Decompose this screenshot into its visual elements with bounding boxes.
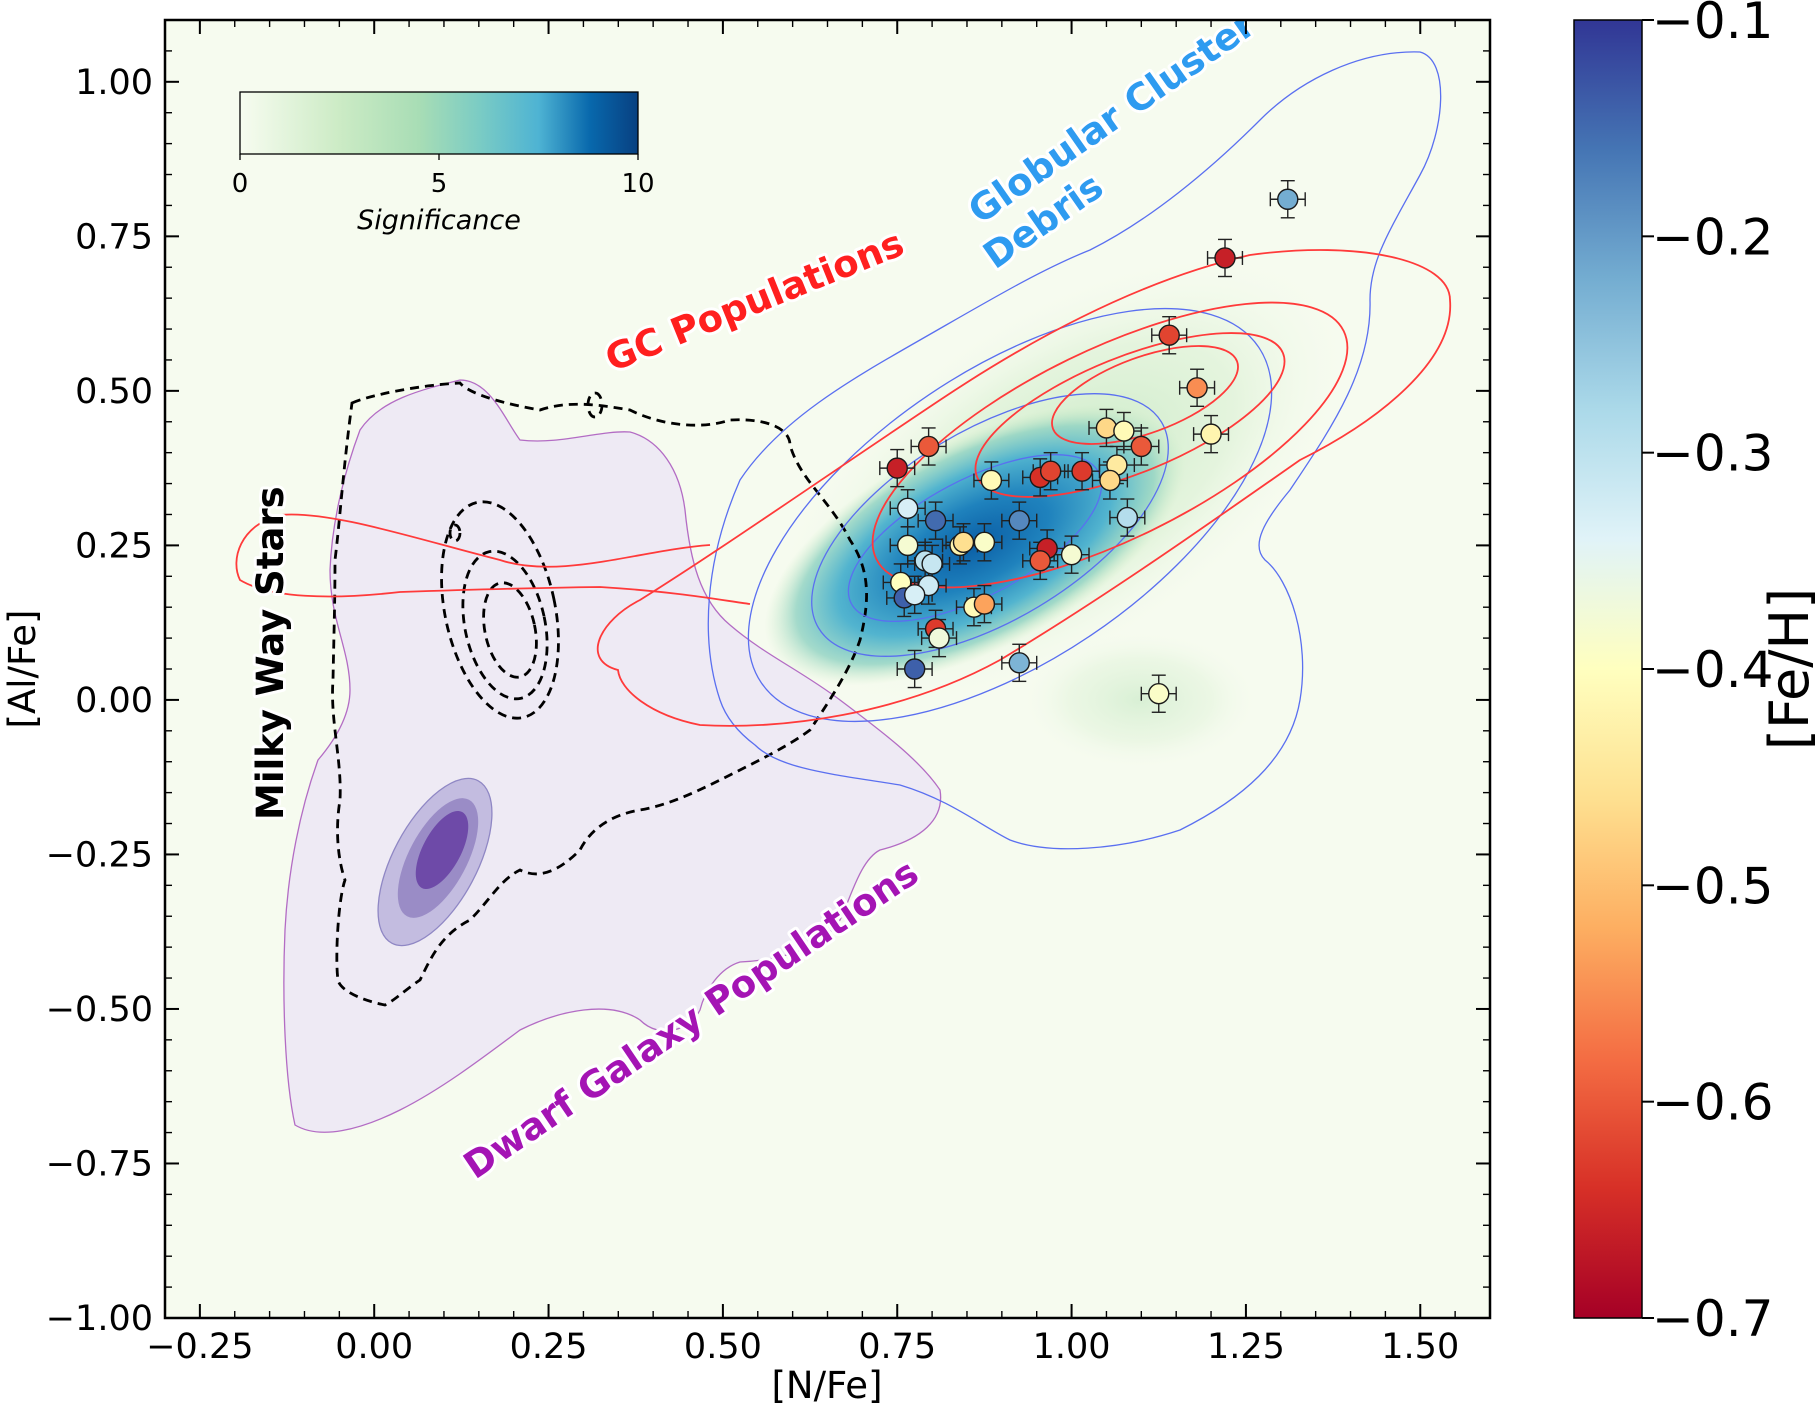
colorbar-tick-label: −0.2 [1652, 208, 1773, 266]
y-tick-label: 0.25 [75, 526, 153, 566]
significance-colorbar [239, 91, 639, 155]
x-tick-label: −0.25 [146, 1327, 253, 1367]
star-point [1099, 469, 1121, 492]
star-markers [879, 180, 1306, 713]
y-axis-label: [Al/Fe] [1, 610, 44, 729]
x-tick-label: 1.00 [1033, 1327, 1111, 1367]
gc-contour-2 [871, 301, 1349, 589]
star-point [1039, 460, 1062, 482]
dwarf-galaxy-kde-3 [415, 810, 469, 890]
star-point [1095, 417, 1118, 439]
y-tick-label: 0.50 [75, 372, 153, 412]
y-tick-label: 0.00 [75, 681, 153, 721]
star-point [1158, 324, 1180, 346]
star-point [1130, 435, 1153, 458]
colorbar-tick-label: −0.6 [1652, 1074, 1773, 1132]
feh-colorbar [1573, 19, 1643, 1319]
annotation-milky-way-stars: Milky Way Stars [249, 486, 292, 820]
x-axis: −0.25 0.00 0.25 0.50 0.75 1.00 1.25 1.50 [146, 20, 1491, 1367]
star-point [1113, 420, 1135, 442]
gc-contour-outer [597, 249, 1451, 727]
gc-contour-left-lobe [235, 513, 751, 605]
star-point [921, 553, 943, 575]
star-point [917, 435, 940, 458]
significance-label: Significance [357, 205, 521, 236]
gc-populations-contours [235, 249, 1451, 727]
star-point [886, 457, 908, 479]
star-point [1071, 460, 1093, 482]
star-point [924, 509, 947, 532]
star-point [1148, 683, 1170, 705]
debris-contour-3 [811, 393, 1169, 657]
y-tick-label: −0.25 [46, 835, 153, 875]
significance-tick-label: 10 [621, 169, 654, 199]
star-point [973, 531, 996, 553]
x-tick-label: 1.25 [1207, 1327, 1285, 1367]
y-tick-label: −0.50 [46, 990, 153, 1030]
debris-contour-4 [847, 454, 1103, 622]
star-point [973, 593, 996, 615]
significance-tick-label: 0 [232, 169, 249, 199]
gc-contour-4 [1051, 345, 1239, 445]
milky-way-contour-6 [586, 391, 604, 419]
y-tick-label: 0.75 [75, 217, 153, 257]
colorbar-tick-label: −0.4 [1652, 641, 1773, 699]
gc-contour-3 [974, 332, 1286, 498]
star-point [1200, 423, 1222, 445]
milky-way-contours [331, 381, 868, 1007]
x-tick-label: 0.50 [684, 1327, 762, 1367]
x-tick-label: 1.50 [1381, 1327, 1459, 1367]
star-point [928, 627, 950, 649]
colorbar-tick-label: −0.7 [1652, 1290, 1773, 1348]
y-axis: 1.00 0.75 0.50 0.25 0.00 −0.25 −0.50 −0.75 −1.00 [46, 19, 1490, 1339]
star-point [1186, 377, 1208, 399]
star-point [1214, 247, 1236, 269]
feh-colorbar-ticks: −0.1 −0.2 −0.3 −0.4 −0.5 −0.6 −0.7 [1642, 0, 1773, 1348]
star-point [1029, 550, 1051, 572]
significance-tick-label: 5 [431, 169, 448, 199]
star-point [1277, 188, 1299, 210]
debris-contour-outer [707, 51, 1442, 850]
star-point [1008, 652, 1030, 674]
star-point [903, 584, 926, 606]
colorbar-tick-label: −0.5 [1652, 857, 1773, 915]
star-point [903, 658, 926, 680]
star-point [1008, 509, 1030, 532]
milky-way-contour-5 [448, 523, 462, 543]
colorbar-tick-label: −0.1 [1652, 0, 1773, 50]
milky-way-contour-2 [440, 500, 560, 720]
star-point [896, 534, 919, 557]
y-tick-label: −1.00 [46, 1299, 153, 1339]
star-point [952, 531, 975, 553]
star-point [896, 497, 919, 519]
significance-ticks: 0 5 10 [232, 154, 655, 199]
milky-way-contour-3 [461, 549, 549, 701]
dwarf-galaxy-kde-outer [283, 379, 942, 1133]
x-tick-label: 0.00 [335, 1327, 413, 1367]
star-point [1116, 506, 1139, 529]
milky-way-contour-outer [331, 381, 868, 1007]
x-tick-label: 0.25 [510, 1327, 588, 1367]
globular-cluster-debris-contours [707, 51, 1442, 850]
star-point [980, 469, 1003, 492]
star-point [1060, 543, 1083, 566]
debris-contour-2 [747, 307, 1273, 723]
significance-tail-glow [1020, 630, 1260, 770]
x-axis-label: [N/Fe] [771, 1364, 882, 1403]
y-tick-label: 1.00 [75, 63, 153, 103]
colorbar-tick-label: −0.3 [1652, 425, 1773, 483]
x-tick-label: 0.75 [858, 1327, 936, 1367]
milky-way-contour-4 [482, 581, 538, 679]
y-tick-label: −0.75 [46, 1144, 153, 1184]
colorbar-label: [Fe/H] [1758, 588, 1820, 750]
